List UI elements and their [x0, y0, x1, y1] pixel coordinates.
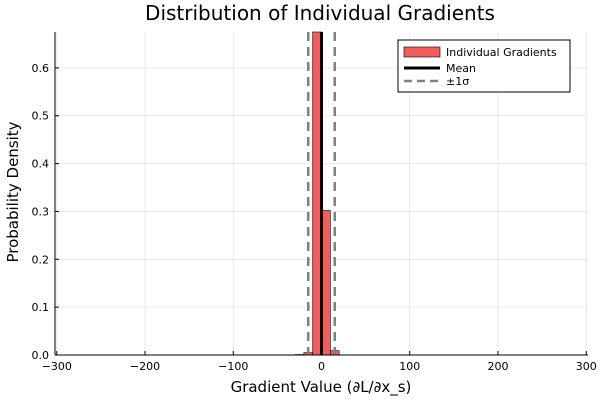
histogram-bars: [294, 31, 340, 356]
x-tick-label: −200: [130, 360, 160, 373]
y-tick-label: 0.1: [32, 301, 50, 314]
y-tick-label: 0.5: [32, 110, 50, 123]
legend-label-histogram: Individual Gradients: [446, 46, 557, 59]
y-tick-label: 0.0: [32, 349, 50, 362]
y-tick-label: 0.6: [32, 62, 50, 75]
x-axis-label: Gradient Value (∂L/∂x_s): [231, 378, 412, 397]
x-axis-ticks: −300 −200 −100 0 100 200 300: [42, 351, 597, 373]
legend-label-sigma: ±1σ: [446, 75, 469, 88]
y-axis-ticks: 0.0 0.1 0.2 0.3 0.4 0.5 0.6: [32, 62, 59, 362]
y-axis-label: Probability Density: [4, 121, 22, 262]
legend-swatch-histogram: [403, 46, 441, 58]
x-tick-label: −100: [218, 360, 248, 373]
y-tick-label: 0.3: [32, 205, 50, 218]
reference-lines: [307, 32, 336, 355]
x-tick-label: 0: [318, 360, 325, 373]
x-tick-label: 200: [487, 360, 508, 373]
x-tick-label: 100: [399, 360, 420, 373]
x-tick-label: 300: [576, 360, 597, 373]
y-tick-label: 0.2: [32, 253, 50, 266]
legend: Individual Gradients Mean ±1σ: [397, 39, 571, 93]
legend-label-mean: Mean: [446, 62, 476, 75]
chart-title: Distribution of Individual Gradients: [145, 1, 495, 25]
x-tick-label: −300: [42, 360, 72, 373]
y-tick-label: 0.4: [32, 158, 50, 171]
